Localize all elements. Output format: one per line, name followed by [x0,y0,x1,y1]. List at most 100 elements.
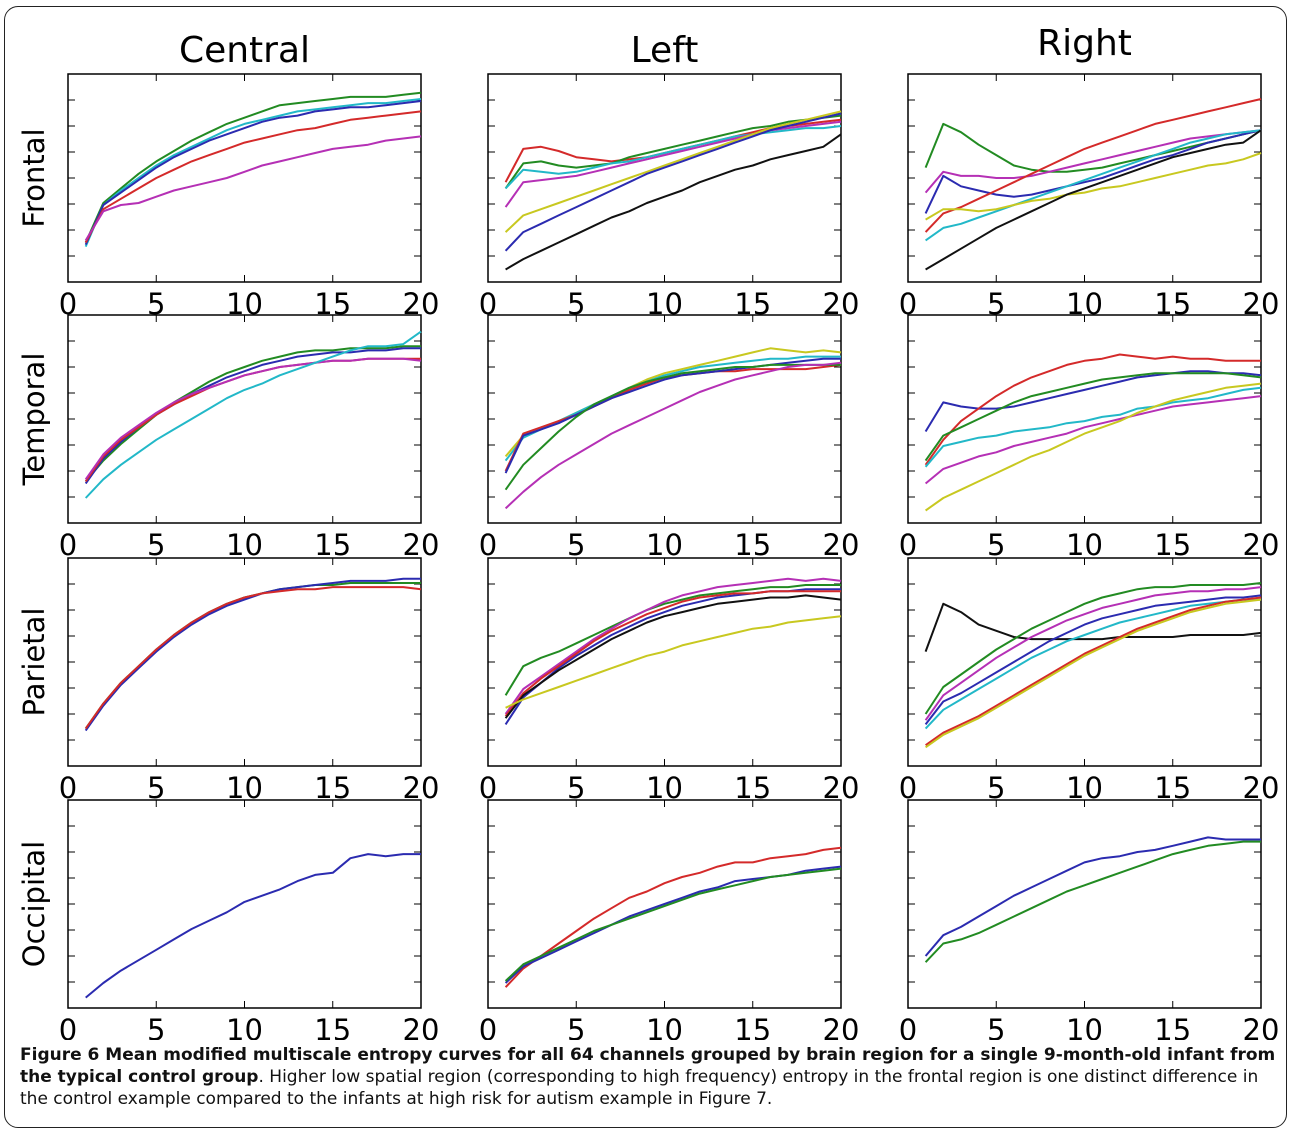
series-line-red [504,590,841,717]
panel-temporal-right [907,314,1262,524]
x-tick-label: 20 [403,528,440,562]
x-tick-label: 15 [314,528,351,562]
figure-caption: Figure 6 Mean modified multiscale entrop… [20,1044,1278,1110]
series-line-blue [924,370,1262,433]
x-tick-label: 10 [646,528,683,562]
series-line-cyan [924,386,1262,468]
series-line-red [924,98,1262,233]
x-tick-label: 5 [147,771,165,805]
series-line-magenta [84,135,422,241]
series-line-cyan [924,598,1261,730]
x-tick-label: 5 [567,287,585,321]
small-multiples-chart: Central Left Right Frontal Temporal Parietal O… [17,23,1280,1040]
series-line-yellow [505,615,842,709]
x-tick-label: 5 [987,528,1005,562]
series-line-black [505,133,842,271]
row-title-temporal: Temporal [17,353,51,487]
series-line-cyan [925,129,1262,242]
series-line-blue [924,594,1262,726]
x-tick-label: 5 [567,1013,585,1040]
series-line-yellow [504,110,842,233]
series-line-red [504,846,842,988]
x-tick-label: 5 [567,771,585,805]
series-line-blue [85,853,421,999]
x-tick-label: 10 [226,528,263,562]
x-tick-label: 0 [59,287,77,321]
series-line-magenta [924,129,1262,194]
series-line-yellow [925,598,1262,749]
panel-frontal-central [67,73,422,283]
x-tick-label: 0 [59,771,77,805]
caption-bold: Figure 6 Mean modified multiscale entrop… [20,1045,1276,1087]
x-tick-label: 20 [403,1013,440,1040]
series-line-green [924,582,1262,715]
panel-occipital-central [67,799,422,1009]
x-tick-label: 0 [59,528,77,562]
x-tick-label: 0 [479,1013,497,1040]
x-tick-label: 0 [479,771,497,805]
series-line-green [504,867,842,982]
row-title-occipital: Occipital [17,841,51,967]
x-tick-label: 5 [987,287,1005,321]
series-line-cyan [504,125,842,190]
x-tick-label: 20 [1243,1013,1280,1040]
x-tick-label: 0 [479,528,497,562]
panel-parietal-left [487,557,842,767]
series-line-blue [504,112,842,252]
x-tick-label: 5 [567,528,585,562]
panel-frontal-right [907,73,1262,283]
series-line-green [84,345,421,483]
x-tick-label: 5 [987,771,1005,805]
series-line-black [925,129,1262,271]
row-title-frontal: Frontal [17,128,51,227]
x-tick-label: 15 [734,528,771,562]
x-tick-label: 15 [1154,528,1191,562]
series-line-yellow [925,382,1262,512]
series-line-cyan [84,98,422,247]
row-title-parietal: Parietal [17,608,51,717]
panel-temporal-left [487,314,842,524]
x-tick-label: 10 [226,1013,263,1040]
series-line-green [504,114,842,189]
series-line-black [504,594,842,719]
x-tick-label: 5 [147,528,165,562]
x-tick-label: 20 [1243,528,1280,562]
series-line-green [924,840,1261,963]
series-line-blue [924,836,1261,957]
x-tick-label: 5 [987,1013,1005,1040]
x-tick-label: 20 [823,528,860,562]
x-tick-label: 0 [899,771,917,805]
x-tick-label: 10 [1066,1013,1103,1040]
x-tick-label: 15 [1154,1013,1191,1040]
series-line-blue [504,357,841,474]
x-tick-label: 15 [314,1013,351,1040]
series-line-green [84,91,422,243]
column-title-right: Right [1037,23,1132,64]
x-tick-label: 10 [1066,528,1103,562]
series-line-magenta [504,577,842,715]
panel-parietal-central [67,557,422,767]
x-tick-label: 0 [479,287,497,321]
x-tick-label: 0 [899,287,917,321]
series-line-yellow [925,152,1262,221]
x-tick-label: 15 [734,1013,771,1040]
panel-occipital-right [907,799,1262,1009]
series-line-red [925,596,1262,747]
x-tick-label: 5 [147,1013,165,1040]
series-line-magenta [504,120,842,208]
x-tick-label: 0 [59,1013,77,1040]
series-line-red [504,363,842,472]
x-tick-label: 20 [823,1013,860,1040]
x-tick-label: 5 [147,287,165,321]
panel-parietal-right [907,557,1262,767]
series-line-magenta [924,395,1262,485]
series-line-cyan [84,330,422,499]
series-line-green [504,363,841,491]
column-title-left: Left [631,30,699,71]
series-line-green [504,584,841,696]
series-line-magenta [504,361,842,510]
x-tick-label: 0 [899,1013,917,1040]
x-tick-label: 10 [646,1013,683,1040]
series-line-red [84,110,422,243]
series-line-green [924,372,1262,462]
